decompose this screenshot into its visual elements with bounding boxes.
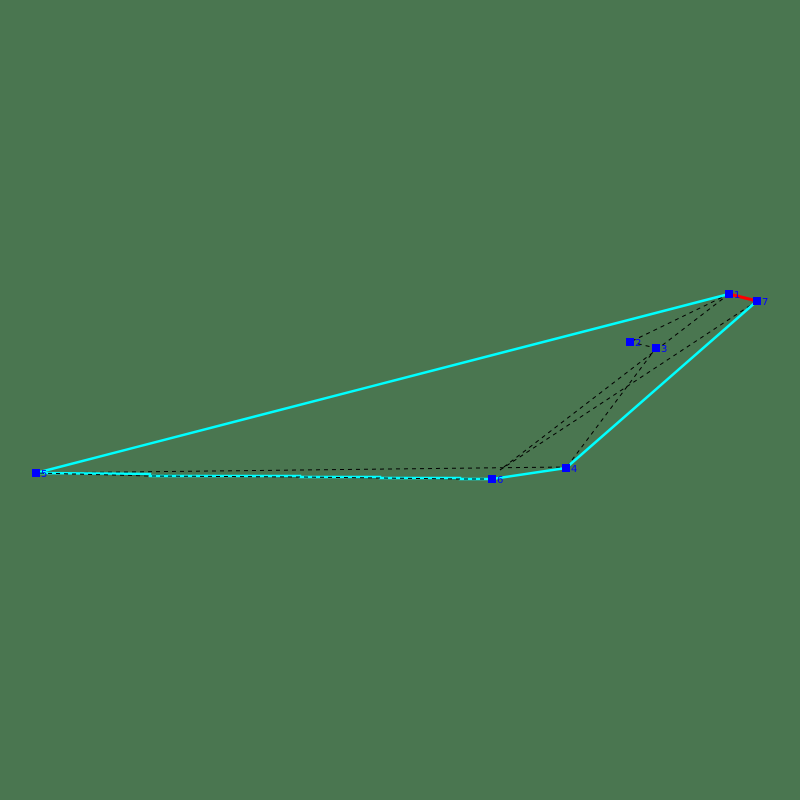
node-label-5: 5 <box>41 469 47 480</box>
edge-7-4 <box>565 300 758 469</box>
node-1[interactable] <box>725 290 733 298</box>
node-6[interactable] <box>488 475 496 483</box>
dashed-edge-1-2 <box>629 293 730 343</box>
edge-6-5-dash-overlay <box>35 472 492 480</box>
node-4[interactable] <box>562 464 570 472</box>
dashed-edge-5-4 <box>35 466 567 474</box>
node-label-6: 6 <box>497 475 503 486</box>
highlight-edge-1-7 <box>728 292 758 303</box>
node-5[interactable] <box>32 469 40 477</box>
node-label-3: 3 <box>661 344 667 355</box>
node-3[interactable] <box>652 344 660 352</box>
node-labels: 1 2 3 4 5 6 7 <box>41 290 768 486</box>
node-2[interactable] <box>626 338 634 346</box>
solid-edges <box>35 292 758 481</box>
dashed-edges <box>35 293 758 480</box>
node-7[interactable] <box>753 297 761 305</box>
node-label-7: 7 <box>762 297 768 308</box>
dashed-edge-3-4 <box>565 347 657 469</box>
dashed-edge-7-6 <box>499 300 758 471</box>
node-label-2: 2 <box>635 338 641 349</box>
edge-6-5 <box>35 471 492 481</box>
edge-4-6 <box>491 466 567 481</box>
node-label-1: 1 <box>734 290 740 301</box>
nodes <box>32 290 761 483</box>
dashed-edge-1-6 <box>499 293 730 471</box>
edge-5-1 <box>35 292 730 475</box>
node-label-4: 4 <box>571 464 577 475</box>
